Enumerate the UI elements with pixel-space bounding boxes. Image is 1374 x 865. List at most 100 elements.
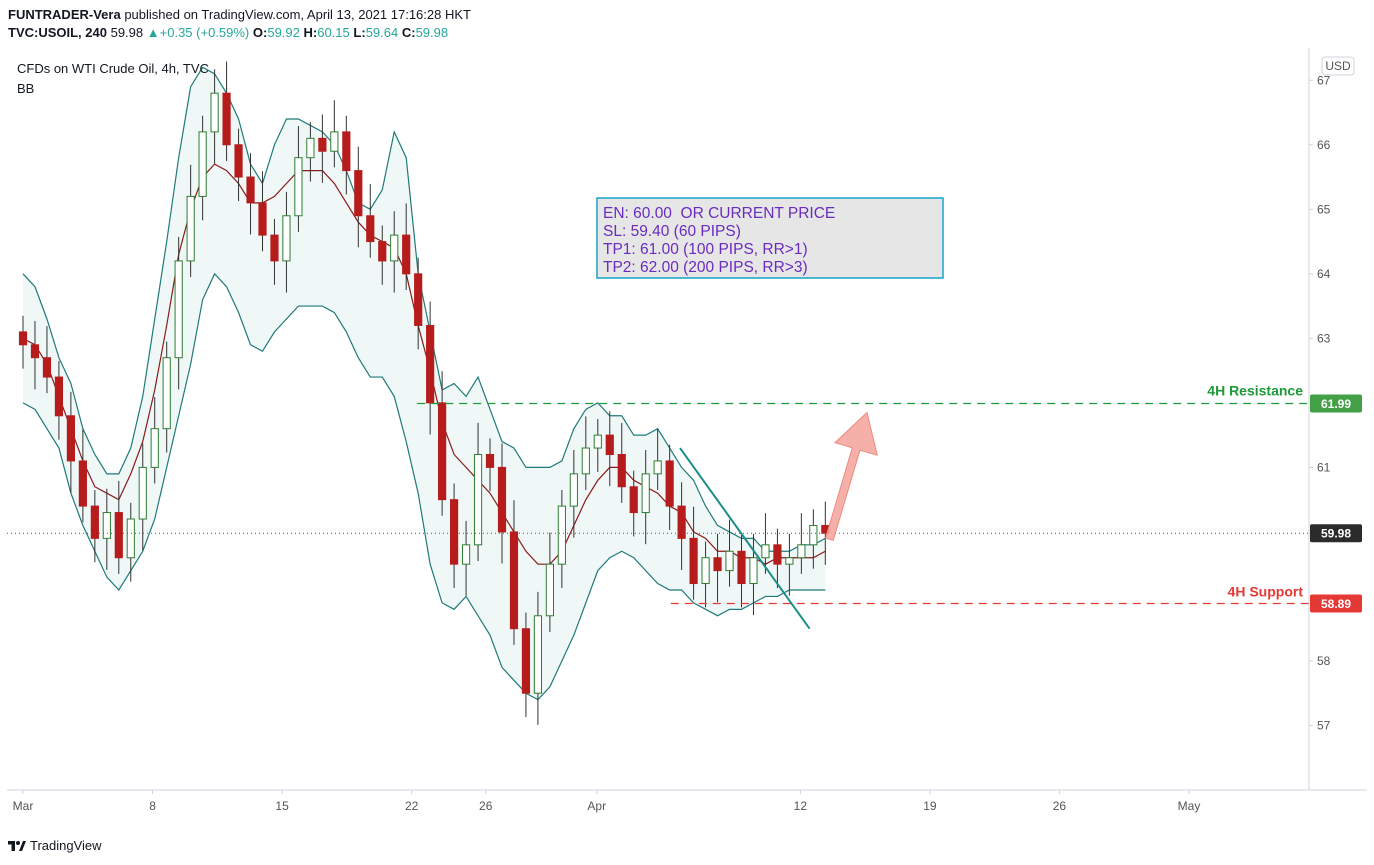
indicator-legend: BB bbox=[17, 81, 34, 96]
candle bbox=[114, 480, 123, 574]
resistance-label: 4H Resistance bbox=[1207, 383, 1303, 399]
candle-body bbox=[713, 557, 722, 572]
candle-body bbox=[42, 357, 52, 378]
last-price-tag: 59.98 bbox=[1310, 524, 1362, 543]
last-price: 59.98 bbox=[110, 25, 144, 40]
candle-body bbox=[761, 544, 770, 559]
candle bbox=[138, 443, 147, 551]
candle-body bbox=[246, 176, 255, 204]
x-tick-label: 12 bbox=[794, 799, 808, 813]
candle bbox=[473, 422, 483, 561]
candle bbox=[533, 591, 543, 725]
y-tick-label: 66 bbox=[1317, 138, 1331, 152]
currency-badge-frame bbox=[1321, 56, 1355, 76]
candle-body bbox=[186, 195, 195, 262]
y-tick-label: 57 bbox=[1317, 718, 1331, 732]
candle-body bbox=[390, 234, 399, 262]
candle bbox=[701, 541, 710, 608]
candle-body bbox=[701, 557, 710, 585]
time-axis[interactable]: Mar 8 15 22 26 Apr 12 19 26 May bbox=[13, 790, 1201, 813]
candle bbox=[521, 612, 531, 718]
info-line-tp1: TP1: 61.00 (100 PIPS, RR>1) bbox=[603, 241, 808, 258]
resistance-price-tag: 61.99 bbox=[1310, 394, 1362, 413]
candle-body bbox=[725, 550, 734, 572]
candle-body bbox=[545, 563, 554, 617]
candle bbox=[557, 489, 566, 589]
candle-body bbox=[605, 434, 614, 455]
candle-body bbox=[174, 260, 183, 359]
candle bbox=[605, 411, 614, 487]
price-chart[interactable]: CFDs on WTI Crude Oil, 4h, TVC BB EN: 60… bbox=[7, 48, 1367, 822]
candle-body bbox=[354, 170, 363, 217]
bb-upper-line bbox=[22, 66, 826, 552]
candle bbox=[78, 429, 87, 523]
candle bbox=[725, 519, 734, 587]
candle bbox=[569, 449, 578, 538]
candle-body bbox=[569, 473, 578, 507]
x-tick-label: 8 bbox=[149, 799, 156, 813]
candle-body bbox=[210, 92, 219, 133]
tradingview-logo-icon bbox=[8, 841, 26, 851]
candle bbox=[102, 488, 111, 570]
candle-body bbox=[90, 505, 99, 539]
candle bbox=[629, 470, 638, 537]
candle-body bbox=[557, 505, 566, 565]
candle-body bbox=[473, 453, 483, 546]
candle bbox=[773, 528, 782, 589]
candle bbox=[222, 61, 231, 161]
annotation-lines bbox=[7, 402, 1309, 630]
footer[interactable]: TradingView bbox=[8, 835, 102, 855]
candle bbox=[186, 164, 195, 278]
currency-badge[interactable]: USD bbox=[1321, 56, 1355, 76]
open-value: 59.92 bbox=[267, 25, 300, 40]
candle bbox=[30, 320, 40, 390]
close-value: 59.98 bbox=[415, 25, 449, 40]
candle-body bbox=[677, 505, 686, 539]
candle bbox=[150, 397, 159, 484]
publisher-name[interactable]: FUNTRADER-Vera bbox=[8, 7, 121, 22]
y-tick-label: 64 bbox=[1317, 267, 1331, 281]
bb-basis-line bbox=[22, 163, 826, 565]
currency-label: USD bbox=[1325, 59, 1351, 73]
candle bbox=[258, 171, 267, 252]
chart-header: FUNTRADER-Vera published on TradingView.… bbox=[8, 6, 471, 42]
price-tags: 61.99 59.98 58.89 bbox=[1310, 394, 1362, 613]
candle bbox=[509, 500, 519, 645]
price-axis[interactable]: 575861626364656667 bbox=[1309, 73, 1331, 732]
candle-body bbox=[18, 331, 28, 346]
candle-body bbox=[114, 512, 123, 559]
candle bbox=[318, 114, 327, 183]
candle bbox=[342, 115, 351, 195]
candle bbox=[54, 360, 64, 440]
info-box-frame bbox=[596, 197, 944, 279]
candle bbox=[545, 532, 554, 632]
candle bbox=[126, 502, 135, 582]
candle bbox=[641, 449, 650, 545]
candle bbox=[306, 122, 315, 182]
candle bbox=[246, 153, 255, 235]
y-tick-label: 61 bbox=[1317, 460, 1331, 474]
info-line-stop: SL: 59.40 (60 PIPS) bbox=[603, 223, 741, 240]
low-label: L: bbox=[353, 25, 366, 40]
candle bbox=[438, 371, 447, 516]
x-tick-label: 15 bbox=[275, 799, 289, 813]
x-tick-label: 26 bbox=[1053, 799, 1067, 813]
instrument-legend: CFDs on WTI Crude Oil, 4h, TVC bbox=[17, 61, 209, 76]
candle-body bbox=[689, 537, 698, 585]
y-tick-label: 63 bbox=[1317, 331, 1331, 345]
info-line-entry: EN: 60.00 OR CURRENT PRICE bbox=[603, 205, 835, 222]
candle bbox=[366, 184, 375, 258]
candle bbox=[665, 444, 674, 530]
candle-body bbox=[641, 473, 650, 514]
candle-body bbox=[521, 628, 531, 694]
candle-body bbox=[162, 357, 171, 430]
candle bbox=[90, 489, 99, 563]
candle bbox=[414, 257, 423, 350]
chart-frame[interactable]: CFDs on WTI Crude Oil, 4h, TVC BB EN: 60… bbox=[7, 48, 1367, 822]
candle bbox=[198, 115, 207, 221]
candle-body bbox=[426, 324, 435, 404]
candle bbox=[809, 509, 818, 569]
candle bbox=[426, 301, 435, 435]
candle-body bbox=[485, 453, 495, 468]
candle-body bbox=[737, 550, 746, 585]
